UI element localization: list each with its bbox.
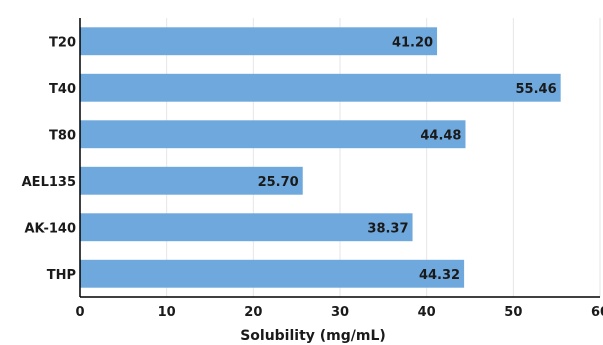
x-tick-label: 50 <box>504 305 522 320</box>
axes <box>79 18 600 298</box>
x-axis-title: Solubility (mg/mL) <box>240 328 386 344</box>
bar <box>80 259 465 288</box>
bar <box>80 166 303 195</box>
bars <box>80 27 561 288</box>
category-label: T20 <box>49 35 76 50</box>
value-label: 44.48 <box>420 128 461 143</box>
x-tick-label: 20 <box>244 305 262 320</box>
category-labels: T20 T40 T80 AEL135 AK-140 THP <box>22 35 76 283</box>
value-label: 25.70 <box>258 175 299 190</box>
x-tick-labels: 0 10 20 30 40 50 60 <box>75 305 603 320</box>
category-label: T40 <box>49 82 76 97</box>
x-tick-label: 30 <box>331 305 349 320</box>
value-label: 55.46 <box>516 82 557 97</box>
value-label: 38.37 <box>367 221 408 236</box>
grid-lines <box>166 18 601 297</box>
x-tick-label: 40 <box>418 305 436 320</box>
value-labels: 41.20 55.46 44.48 25.70 38.37 44.32 <box>258 35 557 283</box>
x-tick-label: 10 <box>158 305 176 320</box>
category-label: AEL135 <box>22 175 76 190</box>
bar <box>80 73 561 102</box>
bar <box>80 27 438 56</box>
bar <box>80 213 413 242</box>
value-label: 41.20 <box>392 35 433 50</box>
value-label: 44.32 <box>419 268 460 283</box>
bar <box>80 120 466 149</box>
category-label: T80 <box>49 128 76 143</box>
category-label: THP <box>47 268 76 283</box>
category-label: AK-140 <box>24 221 76 236</box>
x-tick-label: 60 <box>591 305 603 320</box>
x-tick-label: 0 <box>75 305 84 320</box>
